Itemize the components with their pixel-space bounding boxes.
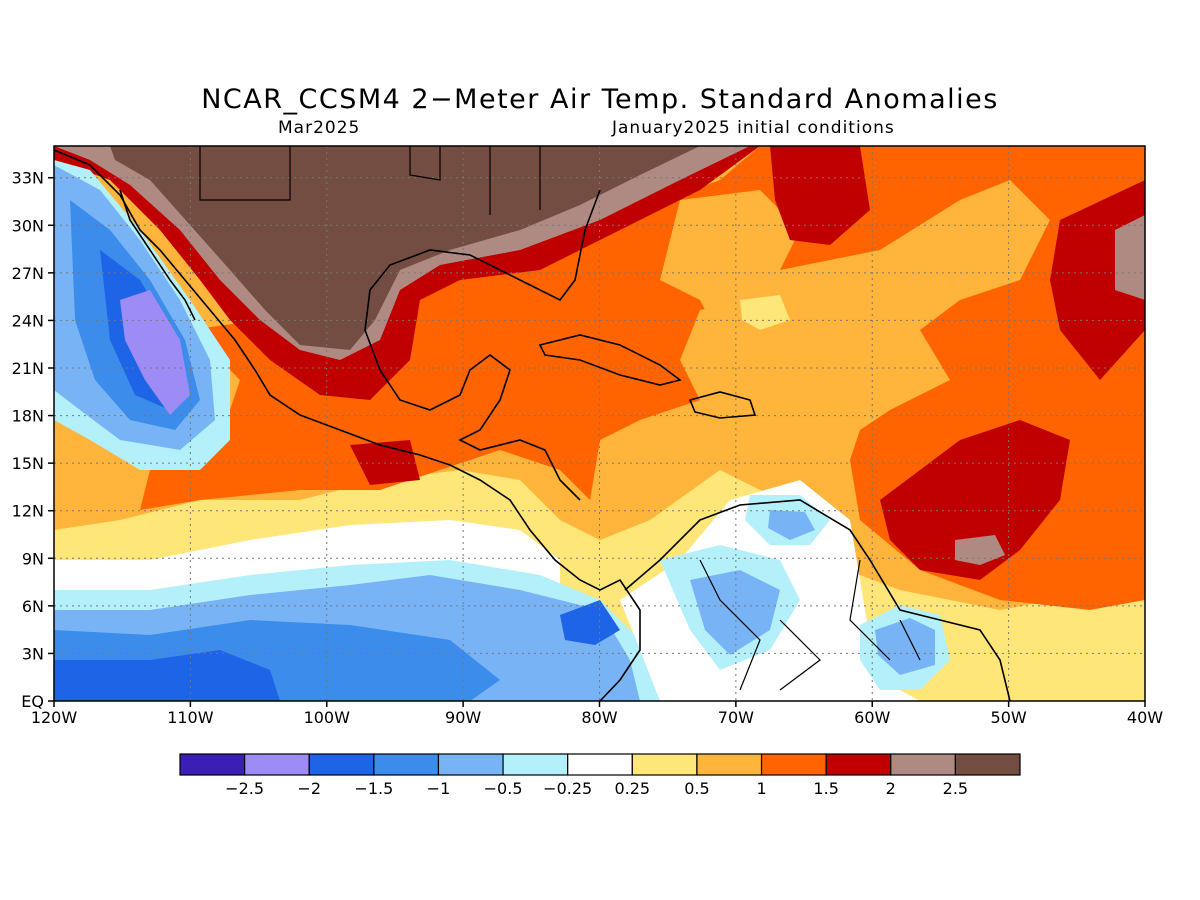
lat-tick-label: 15N [12, 454, 44, 473]
colorbar-swatch [825, 753, 892, 776]
field-cool-south-5 [560, 600, 620, 645]
map-title: NCAR_CCSM4 2−Meter Air Temp. Standard An… [201, 84, 999, 115]
longitude-axis: 120W 110W 100W 90W 80W 70W 60W 50W 40W [31, 701, 1163, 727]
lon-tick-label: 90W [445, 708, 481, 727]
lon-tick-label: 100W [304, 708, 351, 727]
lat-tick-label: 24N [12, 311, 44, 330]
colorbar-swatch [696, 753, 763, 776]
colorbar-label: −2 [297, 779, 321, 798]
colorbar-label: −1 [427, 779, 451, 798]
field-east-warm [1010, 600, 1145, 701]
field-sa-cool-6 [875, 618, 935, 675]
lat-tick-label: 18N [12, 407, 44, 426]
lon-tick-label: 50W [991, 708, 1027, 727]
colorbar-swatch [244, 753, 310, 776]
coastline-south-america [624, 499, 1011, 701]
lat-tick-label: 6N [22, 597, 44, 616]
lat-tick-label: 9N [22, 549, 44, 568]
colorbar-swatch [373, 753, 440, 776]
lat-tick-label: 33N [12, 169, 44, 188]
latitude-axis: 33N 30N 27N 24N 21N 18N 15N 12N 9N 6N 3N EQ [12, 169, 54, 711]
lon-tick-label: 40W [1127, 708, 1163, 727]
colorbar-label: −0.25 [543, 779, 592, 798]
field-cool-west-5 [120, 290, 190, 415]
lat-tick-label: EQ [21, 692, 44, 711]
lat-tick-label: 27N [12, 264, 44, 283]
colorbar-label: −0.5 [484, 779, 523, 798]
lon-tick-label: 80W [581, 708, 617, 727]
lat-tick-label: 3N [22, 644, 44, 663]
coastline-gulf [364, 189, 601, 501]
colorbar-swatch [631, 753, 698, 776]
field-hot-5 [955, 535, 1005, 565]
field-hot-1 [770, 146, 870, 245]
colorbar-swatch [760, 753, 827, 776]
field-hot-6 [1115, 215, 1145, 300]
coastlines [54, 146, 1011, 701]
lon-tick-label: 110W [167, 708, 214, 727]
field-sa-cool-4 [768, 510, 815, 540]
anomaly-field [54, 146, 1145, 701]
lat-tick-label: 21N [12, 359, 44, 378]
lon-tick-label: 70W [718, 708, 754, 727]
colorbar-swatch [890, 753, 956, 776]
colorbar-label: −2.5 [225, 779, 264, 798]
lat-tick-label: 12N [12, 502, 44, 521]
colorbar-swatch [437, 753, 504, 776]
field-north-brown [110, 146, 700, 350]
lat-tick-label: 30N [12, 216, 44, 235]
colorbar-label: 0.5 [684, 779, 709, 798]
field-cool-south-4 [54, 650, 280, 701]
field-sa-cool-2 [690, 570, 780, 655]
colorbar-label: 1.5 [813, 779, 838, 798]
colorbar-label: 1 [756, 779, 766, 798]
coastline-cuba [538, 334, 682, 386]
colorbar-swatch [502, 753, 569, 776]
field-hot-3 [880, 420, 1070, 580]
colorbar-swatch [308, 753, 375, 776]
colorbar-swatch [179, 753, 246, 776]
initial-conditions-label: January2025 initial conditions [612, 118, 895, 138]
grid-lines [54, 146, 1145, 701]
colorbar: −2.5 −2 −1.5 −1 −0.5 −0.25 0.25 0.5 1 1.5 2 2.5 [179, 753, 1021, 798]
field-yellow-patch [740, 295, 790, 330]
colorbar-label: −1.5 [354, 779, 393, 798]
border-lines [199, 146, 921, 691]
colorbar-swatch [567, 753, 633, 776]
lon-tick-label: 60W [854, 708, 890, 727]
coastline-baja [119, 189, 196, 321]
lon-tick-label: 120W [31, 708, 78, 727]
colorbar-label: 2 [886, 779, 896, 798]
field-sa-warm-1 [940, 615, 1010, 701]
coastline-mexico-pacific [54, 149, 641, 701]
valid-month-label: Mar2025 [278, 118, 361, 138]
coastline-hispaniola [688, 391, 757, 419]
colorbar-swatch [954, 753, 1021, 776]
colorbar-label: 2.5 [943, 779, 968, 798]
colorbar-label: 0.25 [614, 779, 650, 798]
